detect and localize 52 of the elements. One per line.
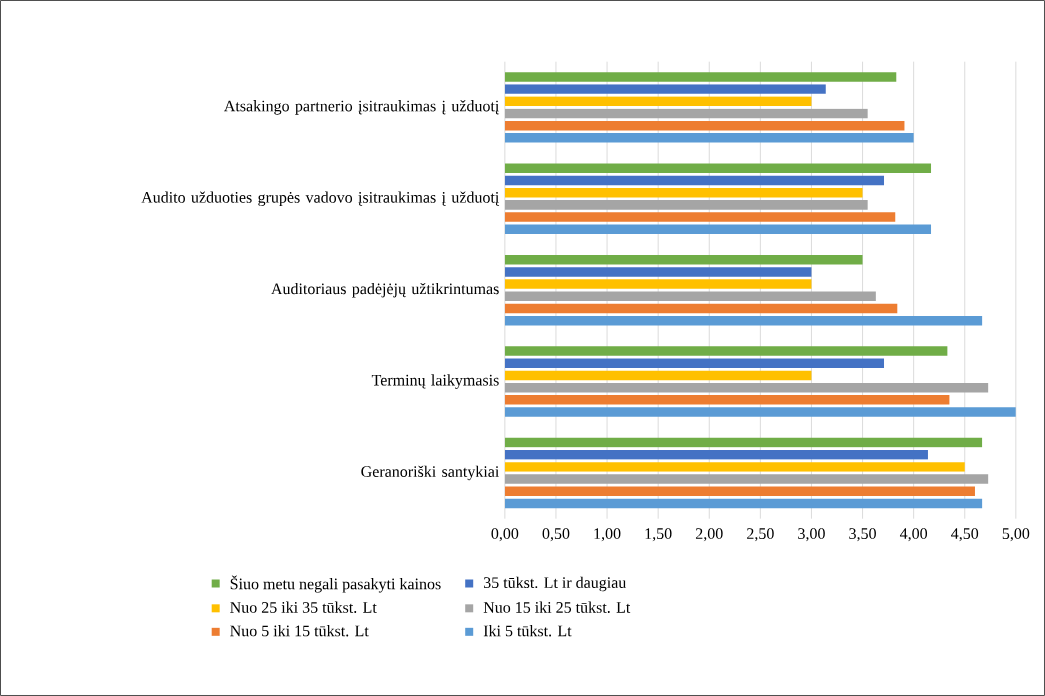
legend-label: Nuo 25 iki 35 tūkst. Lt [230,601,377,613]
y-tick-label: Audito užduoties grupės vadovo įsitraukimas į užduotį [141,191,500,207]
y-tick-label: Terminų laikymasis [371,374,499,389]
x-tick-label: 4,00 [899,528,928,542]
y-tick-label: Atsakingo partnerio įsitraukimas į užduotį [223,100,500,115]
bar [504,474,989,484]
x-tick-label: 0,00 [491,528,519,542]
bar [504,120,905,131]
bar [504,449,928,460]
bar [504,279,812,289]
x-tick-label: 2,00 [695,528,723,542]
bar [504,224,932,234]
bar [504,498,983,509]
bar [504,291,876,302]
legend-label: 35 tūkst. Lt ir daugiau [483,576,627,592]
x-tick-label: 4,50 [951,528,979,542]
bar [504,254,863,265]
bar [504,72,897,82]
x-tick-label: 3,00 [798,528,825,542]
bar [504,315,983,326]
bar [504,382,989,393]
legend-label: Nuo 5 iki 15 tūkst. Lt [230,625,369,637]
x-tick-label: 1,50 [645,528,672,542]
legend-label: Nuo 15 iki 25 tūkst. Lt [483,601,631,613]
bar [504,212,896,222]
x-tick-label: 0,50 [542,528,570,542]
x-tick-label: 5,00 [1002,528,1030,542]
bar [504,407,1016,417]
bar [504,200,868,210]
legend-label: Iki 5 tūkst. Lt [483,625,572,637]
bar [504,303,898,314]
bar [504,437,983,448]
bar [504,187,863,198]
bar [504,175,885,186]
x-tick-label: 1,00 [594,528,621,542]
bar [504,84,826,94]
bar [504,486,975,497]
x-tick-label: 2,50 [747,528,774,542]
bar [504,133,914,143]
y-tick-label: Geranoriški santykiai [361,465,500,481]
legend-label: Šiuo metu negali pasakyti kainos [230,575,441,593]
bar [504,96,812,107]
y-tick-label: Auditoriaus padėjėjų užtikrintumas [271,282,499,298]
bar [504,370,812,381]
bar [504,358,885,369]
bar [504,267,812,277]
bar [504,462,965,472]
bar [504,163,932,174]
bar [504,395,950,405]
x-tick-label: 3,50 [849,528,876,542]
bar [504,346,948,356]
bar [504,108,868,119]
